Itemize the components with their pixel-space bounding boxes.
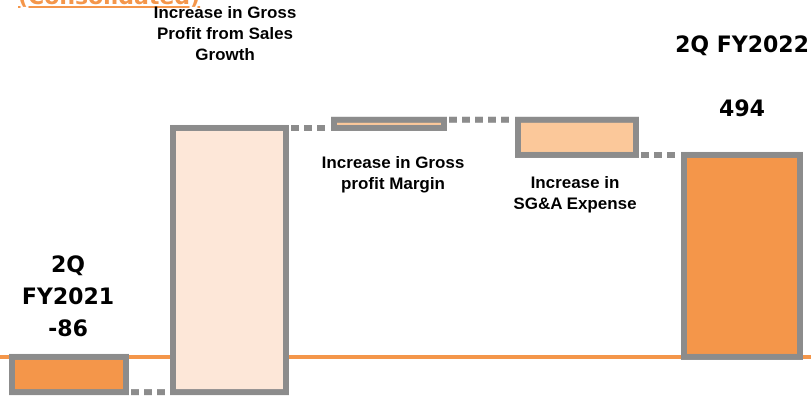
category-label: Increase in SG&A Expense [513, 173, 637, 213]
value-label: -86 [48, 317, 88, 342]
category-label: Increase in Gross profit Margin [321, 153, 465, 193]
value-label: 494 [719, 97, 765, 122]
bar [515, 116, 639, 158]
bar [9, 353, 129, 396]
category-label: 2Q FY2022 [675, 33, 809, 58]
category-label: Increase in Gross Profit from Sales Grow… [153, 3, 297, 64]
bar [681, 151, 803, 360]
bar [170, 124, 289, 396]
chart-title: (Consolidated) [18, 0, 200, 10]
bar [331, 116, 447, 131]
category-label: 2Q FY2021 [21, 253, 115, 310]
